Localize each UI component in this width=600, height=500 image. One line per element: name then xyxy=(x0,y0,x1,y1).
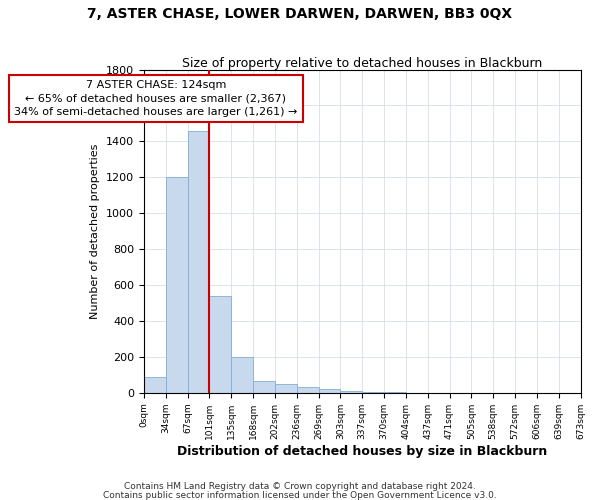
Bar xyxy=(384,392,406,393)
Bar xyxy=(144,376,166,393)
X-axis label: Distribution of detached houses by size in Blackburn: Distribution of detached houses by size … xyxy=(177,444,547,458)
Text: 7 ASTER CHASE: 124sqm
← 65% of detached houses are smaller (2,367)
34% of semi-d: 7 ASTER CHASE: 124sqm ← 65% of detached … xyxy=(14,80,298,116)
Title: Size of property relative to detached houses in Blackburn: Size of property relative to detached ho… xyxy=(182,56,542,70)
Text: Contains public sector information licensed under the Open Government Licence v3: Contains public sector information licen… xyxy=(103,490,497,500)
Bar xyxy=(275,384,297,393)
Y-axis label: Number of detached properties: Number of detached properties xyxy=(91,144,100,319)
Bar xyxy=(297,388,319,393)
Bar xyxy=(209,296,231,393)
Bar xyxy=(188,130,209,393)
Bar xyxy=(362,392,384,393)
Bar xyxy=(253,381,275,393)
Bar xyxy=(231,357,253,393)
Text: Contains HM Land Registry data © Crown copyright and database right 2024.: Contains HM Land Registry data © Crown c… xyxy=(124,482,476,491)
Bar xyxy=(319,390,340,393)
Text: 7, ASTER CHASE, LOWER DARWEN, DARWEN, BB3 0QX: 7, ASTER CHASE, LOWER DARWEN, DARWEN, BB… xyxy=(88,8,512,22)
Bar xyxy=(166,178,188,393)
Bar xyxy=(340,391,362,393)
